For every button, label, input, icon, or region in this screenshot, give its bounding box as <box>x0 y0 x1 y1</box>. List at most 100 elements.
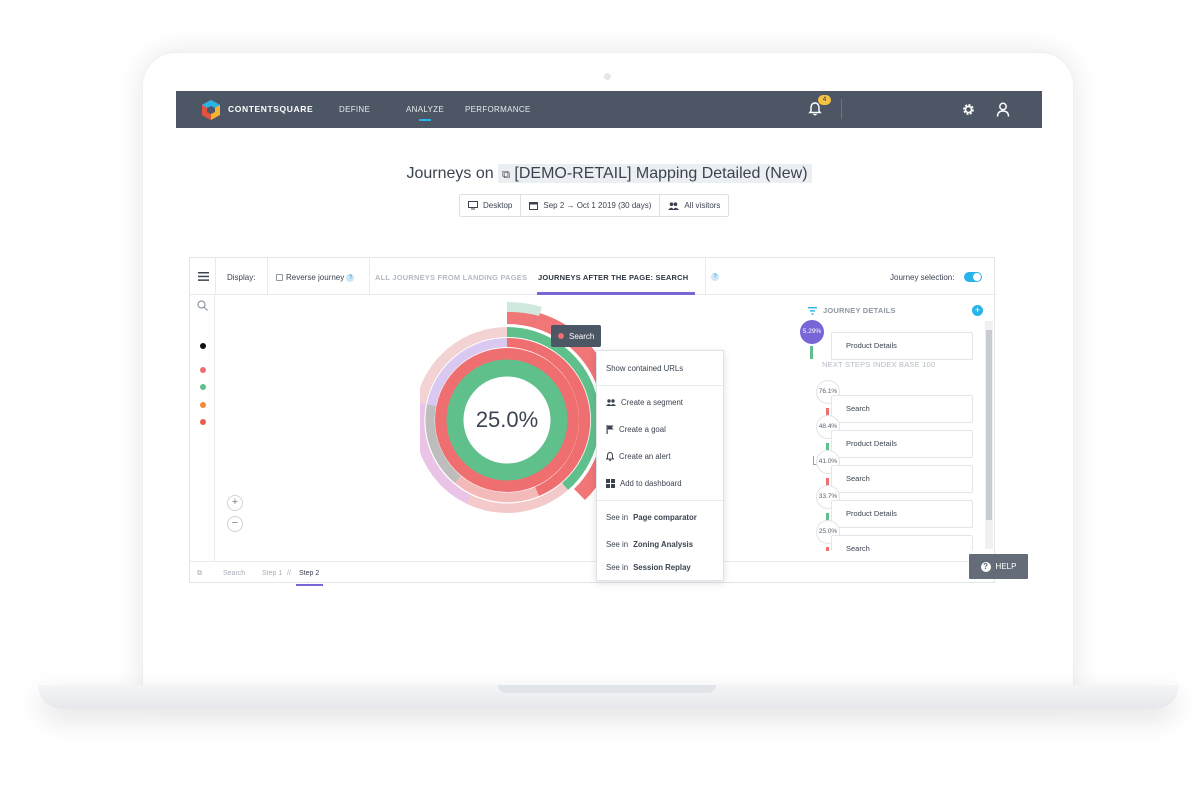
sunburst-inner-ring[interactable] <box>446 359 568 481</box>
device-filter[interactable]: Desktop <box>460 195 522 216</box>
toolbar-divider <box>267 258 268 295</box>
step-color-bar <box>826 513 829 522</box>
search-icon[interactable] <box>197 300 208 311</box>
brand-name: CONTENTSQUARE <box>228 104 314 114</box>
app-screen: CONTENTSQUARE DEFINE ANALYZE PERFORMANCE… <box>176 91 1042 591</box>
sunburst-segment[interactable] <box>455 476 539 503</box>
sunburst-chart[interactable]: 25.0% <box>420 298 620 528</box>
sunburst-segment[interactable] <box>507 337 591 496</box>
sunburst-center <box>464 377 550 463</box>
nav-performance[interactable]: PERFORMANCE <box>465 105 531 114</box>
help-button[interactable]: ? HELP <box>969 554 1028 579</box>
notification-bell-icon[interactable] <box>808 102 822 116</box>
step-breadcrumb: ⧉ Search Step 1 // Step 2 <box>190 561 996 586</box>
legend-dot[interactable] <box>200 402 206 408</box>
info-icon[interactable]: ? <box>711 273 719 281</box>
sunburst-segment[interactable] <box>427 338 507 406</box>
journey-panel: Display: Reverse journey ? ALL JOURNEYS … <box>189 257 996 586</box>
legend-dot[interactable] <box>200 384 206 390</box>
page-name: [DEMO-RETAIL] Mapping Detailed (New) <box>514 165 808 182</box>
add-step-button[interactable]: + <box>972 305 983 316</box>
menu-item-create-alert[interactable]: Create an alert <box>606 452 671 461</box>
menu-item-show-urls[interactable]: Show contained URLs <box>606 364 683 373</box>
journey-step[interactable]: Product Details <box>831 430 973 458</box>
menu-item-label: Create a goal <box>619 425 666 434</box>
legend-dot[interactable] <box>200 367 206 373</box>
sunburst-segment[interactable] <box>420 402 471 504</box>
step-color-bar <box>826 443 829 452</box>
tab-all-journeys[interactable]: ALL JOURNEYS FROM LANDING PAGES <box>375 273 528 282</box>
legend-dot[interactable] <box>200 343 206 349</box>
title-prefix: Journeys on <box>406 165 494 182</box>
breadcrumb-step1[interactable]: Step 1 <box>262 570 283 577</box>
journey-start-step[interactable]: Product Details <box>831 332 973 360</box>
gear-icon[interactable] <box>961 102 976 117</box>
breadcrumb-root[interactable]: Search <box>223 570 246 577</box>
segment-label: All visitors <box>684 201 721 210</box>
copy-icon: ⧉ <box>502 169 510 181</box>
journey-step[interactable]: Product Details <box>831 500 973 528</box>
journey-selection-toggle[interactable] <box>964 272 982 282</box>
menu-item-add-dashboard[interactable]: Add to dashboard <box>606 479 682 488</box>
sunburst-segment-search[interactable] <box>507 308 619 500</box>
tab-journeys-after-search[interactable]: JOURNEYS AFTER THE PAGE: SEARCH <box>538 273 689 282</box>
context-menu: Show contained URLs Create a segment Cre… <box>596 350 724 581</box>
help-label: HELP <box>995 562 1017 571</box>
zoom-out-button[interactable]: − <box>227 516 243 532</box>
sunburst-segment[interactable] <box>507 327 600 490</box>
menu-item-prefix: See in <box>606 563 629 572</box>
menu-item-label: Zoning Analysis <box>633 540 694 549</box>
menu-item-prefix: See in <box>606 513 629 522</box>
tooltip-swatch <box>558 333 564 339</box>
page-name-chip[interactable]: ⧉ [DEMO-RETAIL] Mapping Detailed (New) <box>498 164 812 183</box>
menu-item-create-goal[interactable]: Create a goal <box>606 425 666 434</box>
journey-step[interactable]: Search <box>831 465 973 493</box>
menu-item-session-replay[interactable]: See in Session Replay <box>606 563 691 572</box>
menu-item-label: Add to dashboard <box>620 479 682 488</box>
nav-analyze[interactable]: ANALYZE <box>406 105 444 121</box>
user-icon[interactable] <box>996 102 1010 117</box>
breadcrumb-step2[interactable]: Step 2 <box>299 570 320 577</box>
nav-divider <box>841 99 842 119</box>
filter-bar: Desktop Sep 2 → Oct 1 2019 (30 days) All… <box>459 194 730 217</box>
info-icon[interactable]: ? <box>346 273 355 282</box>
next-steps-label: NEXT STEPS INDEX BASE 100 <box>822 360 936 369</box>
journey-step[interactable]: Search <box>831 395 973 423</box>
page-title: Journeys on ⧉ [DEMO-RETAIL] Mapping Deta… <box>176 164 1042 183</box>
menu-item-page-comparator[interactable]: See in Page comparator <box>606 513 697 522</box>
display-label: Display: <box>227 273 256 282</box>
active-tab-indicator <box>537 292 695 295</box>
sunburst-segment[interactable] <box>435 348 507 420</box>
sunburst-segment[interactable] <box>467 483 568 513</box>
menu-item-zoning-analysis[interactable]: See in Zoning Analysis <box>606 540 693 549</box>
menu-item-label: Show contained URLs <box>606 364 684 373</box>
zoom-in-button[interactable]: + <box>227 495 243 511</box>
menu-icon[interactable] <box>198 272 209 281</box>
step-color-bar <box>826 478 829 487</box>
tooltip-label: Search <box>569 331 595 341</box>
date-label: Sep 2 → Oct 1 2019 (30 days) <box>543 201 652 210</box>
menu-divider <box>597 385 723 386</box>
users-icon <box>668 201 680 210</box>
menu-item-create-segment[interactable]: Create a segment <box>606 398 683 407</box>
device-label: Desktop <box>483 201 513 210</box>
segment-filter[interactable]: All visitors <box>660 195 728 216</box>
legend-dot[interactable] <box>200 419 206 425</box>
step-connector <box>810 346 813 359</box>
active-step-indicator <box>296 584 323 586</box>
laptop-camera <box>604 73 611 80</box>
sunburst-segment[interactable] <box>425 404 461 483</box>
contentsquare-logo-icon[interactable] <box>200 99 222 121</box>
reverse-journey-option[interactable]: Reverse journey ? <box>276 273 355 282</box>
nav-define[interactable]: DEFINE <box>339 105 371 114</box>
journey-step[interactable]: Search <box>831 535 973 551</box>
sunburst-segment[interactable] <box>420 327 507 404</box>
scrollbar-thumb[interactable] <box>986 330 992 520</box>
menu-item-label: Create a segment <box>621 398 683 407</box>
date-filter[interactable]: Sep 2 → Oct 1 2019 (30 days) <box>521 195 661 216</box>
users-icon <box>606 399 616 406</box>
sunburst-segment[interactable] <box>507 301 542 316</box>
toolbar-divider <box>215 258 216 295</box>
copy-icon[interactable]: ⧉ <box>197 570 202 577</box>
checkbox-icon[interactable] <box>276 274 283 281</box>
